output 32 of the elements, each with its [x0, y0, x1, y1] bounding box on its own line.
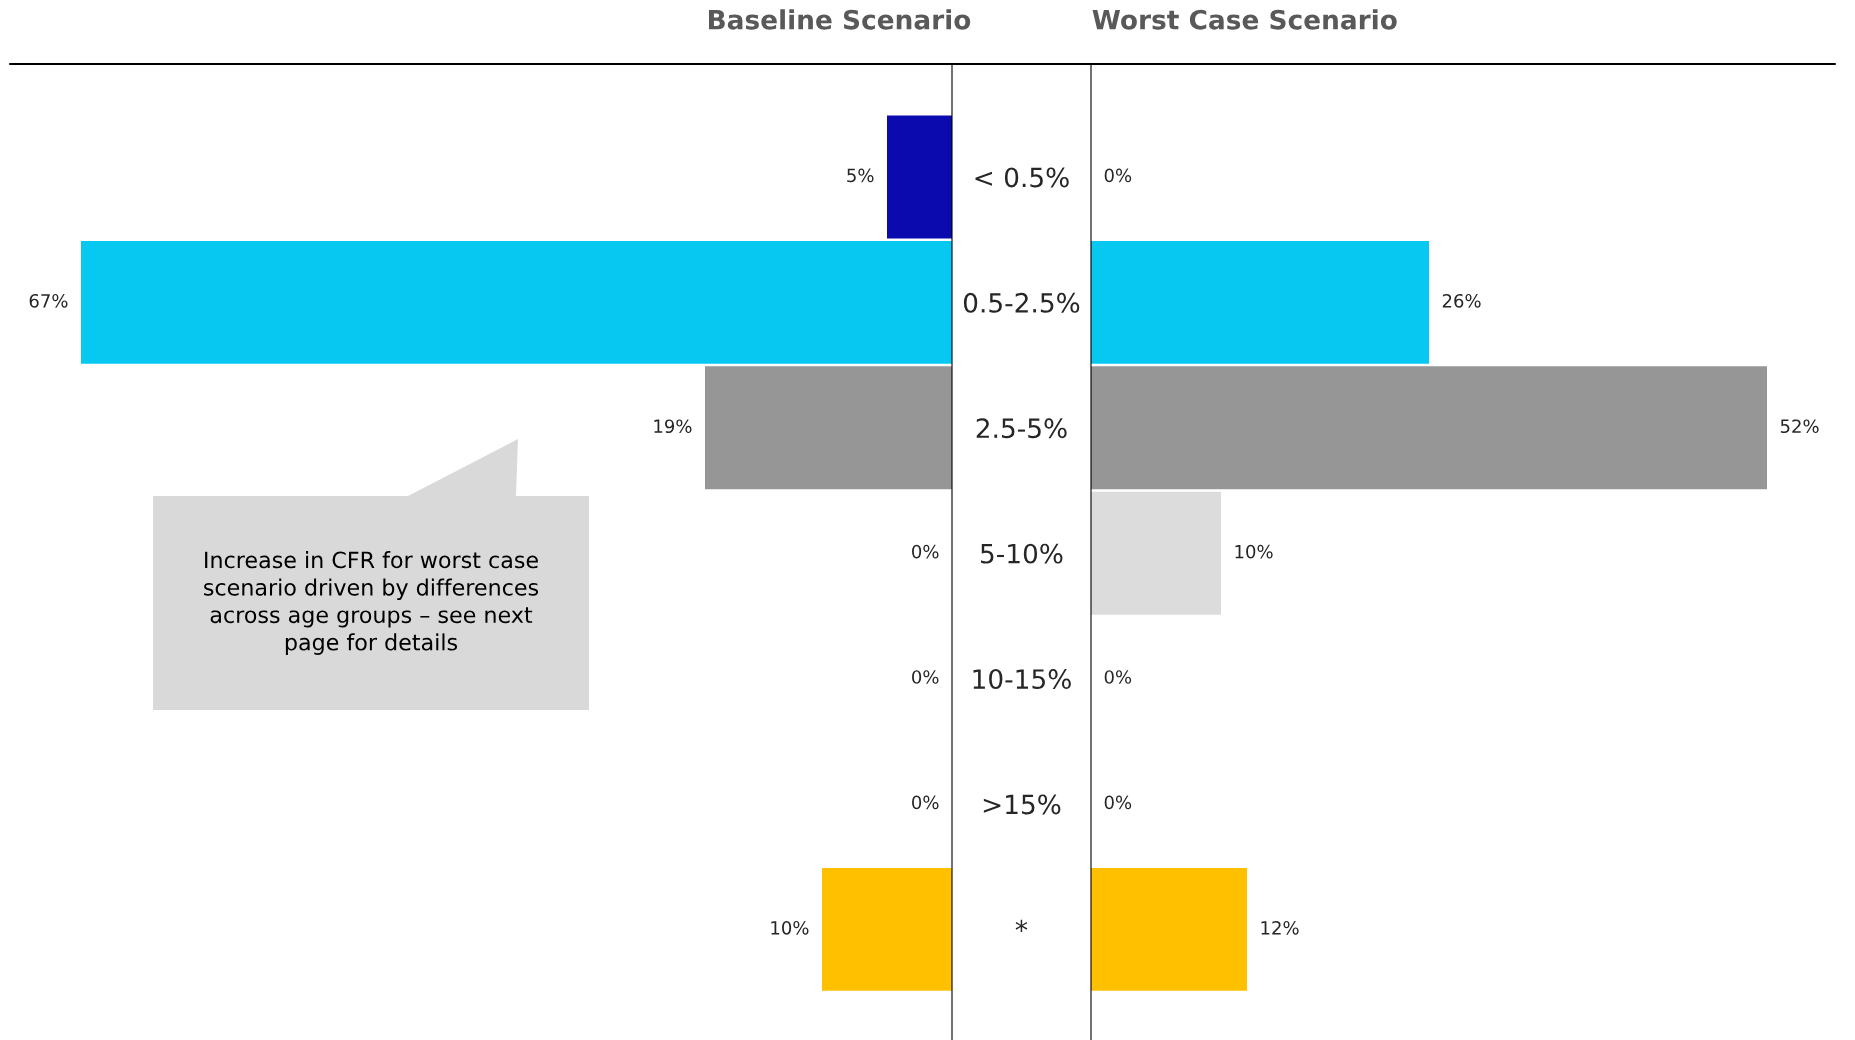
bar — [887, 115, 952, 239]
bar — [1091, 366, 1767, 490]
data-label: 0% — [912, 544, 939, 559]
data-label: 26% — [1442, 293, 1481, 308]
data-label: 12% — [1261, 920, 1299, 935]
data-label: 52% — [1780, 419, 1819, 434]
bar — [1091, 240, 1429, 364]
data-label: 5% — [847, 168, 874, 183]
chart-title: Worst Case Scenario — [1092, 9, 1397, 30]
data-label: 10% — [771, 920, 809, 935]
y-tick-label: < 0.5% — [975, 167, 1069, 188]
y-tick-label: 2.5-5% — [976, 418, 1067, 439]
data-label: 0% — [1104, 168, 1132, 183]
y-tick-label: * — [1015, 919, 1028, 932]
data-label: 67% — [29, 293, 68, 308]
bar — [705, 366, 952, 490]
annotation: Increase in CFR for worst case scenario driven by differences across age groups – see next page for details — [204, 551, 539, 655]
bar — [1091, 491, 1221, 615]
y-tick-label: >15% — [983, 794, 1061, 815]
y-tick-label: 5-10% — [981, 543, 1063, 564]
y-tick-label: 10-15% — [973, 669, 1071, 689]
bar — [1091, 867, 1247, 991]
data-label: 19% — [654, 419, 692, 434]
bar — [81, 240, 952, 364]
y-tick-label: 0.5-2.5% — [963, 292, 1080, 313]
data-label: 0% — [1104, 795, 1132, 810]
data-label: 0% — [912, 795, 939, 810]
bar — [822, 867, 952, 991]
chart-title: Baseline Scenario — [708, 9, 971, 30]
data-label: 0% — [912, 670, 939, 684]
data-label: 0% — [1104, 670, 1132, 684]
data-label: 10% — [1235, 544, 1273, 559]
